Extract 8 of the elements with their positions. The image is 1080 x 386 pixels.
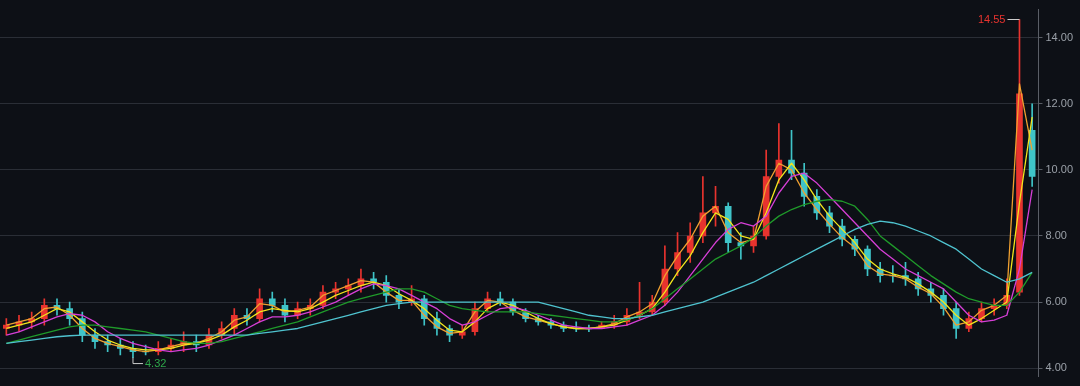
annotation: 14.55 bbox=[977, 12, 1006, 25]
y-tick-label: 12.00 bbox=[1045, 96, 1073, 109]
annotation: 4.32 bbox=[144, 356, 167, 369]
y-tick-label: 10.00 bbox=[1045, 162, 1073, 175]
y-tick-label: 14.00 bbox=[1045, 30, 1073, 43]
y-tick-label: 8.00 bbox=[1045, 228, 1067, 241]
y-tick-label: 6.00 bbox=[1045, 295, 1067, 308]
y-tick-label: 4.00 bbox=[1045, 361, 1067, 374]
